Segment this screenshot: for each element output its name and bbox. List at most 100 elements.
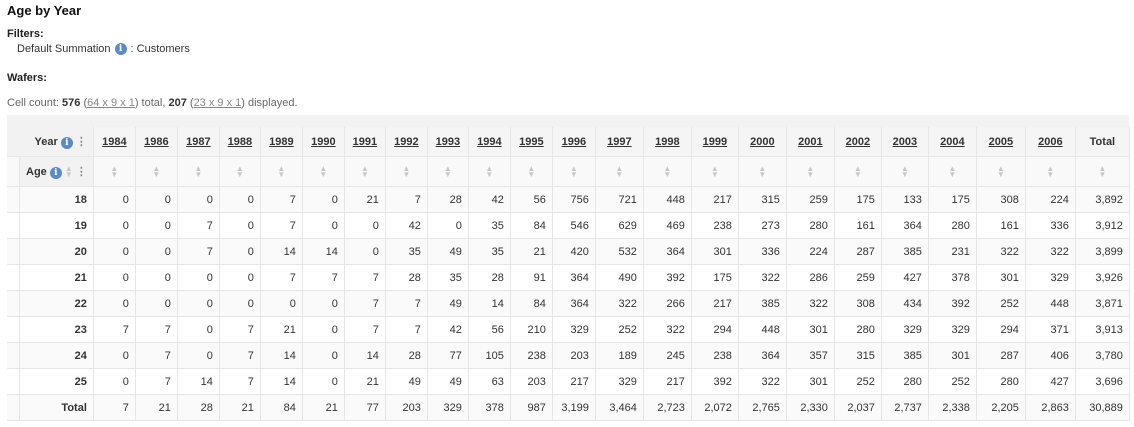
sort-icon[interactable]: ▲ ▼ [615, 163, 624, 179]
year-link[interactable]: 2005 [988, 135, 1014, 148]
sort-icon[interactable]: ▲ ▼ [663, 163, 672, 179]
info-icon[interactable]: i [49, 166, 62, 179]
sort-icon[interactable]: ▲ ▼ [996, 163, 1005, 179]
year-header[interactable]: 2000 [738, 127, 787, 157]
year-link[interactable]: 1998 [655, 135, 680, 148]
year-link[interactable]: 2004 [940, 135, 965, 148]
sort-button[interactable]: ▲ ▼ [177, 156, 220, 187]
year-link[interactable]: 2006 [1038, 135, 1063, 148]
year-link[interactable]: 1987 [186, 135, 211, 148]
table-cell: 294 [976, 316, 1026, 343]
sort-icon[interactable]: ▲ ▼ [443, 163, 452, 179]
sort-button[interactable]: ▲ ▼ [691, 156, 739, 187]
year-link[interactable]: 2003 [892, 135, 918, 148]
year-link[interactable]: 1992 [394, 135, 419, 148]
sort-button[interactable]: ▲ ▼ [643, 156, 692, 187]
sort-button[interactable]: ▲ ▼ [1075, 156, 1130, 187]
sort-icon[interactable]: ▲ ▼ [900, 163, 909, 179]
sort-icon[interactable]: ▲ ▼ [277, 163, 286, 179]
sort-button[interactable]: ▲ ▼ [552, 156, 596, 187]
year-header[interactable]: 2004 [928, 127, 977, 157]
sort-icon[interactable]: ▲ ▼ [152, 163, 161, 179]
year-link[interactable]: 2002 [845, 135, 871, 148]
year-header[interactable]: 1998 [643, 127, 692, 157]
sort-button[interactable]: ▲ ▼ [834, 156, 882, 187]
sort-button[interactable]: ▲ ▼ [738, 156, 787, 187]
sort-icon[interactable]: ▲ ▼ [710, 163, 719, 179]
year-link[interactable]: 1984 [102, 135, 127, 148]
year-header[interactable]: 1988 [219, 127, 261, 157]
sort-icon[interactable]: ▲ ▼ [485, 163, 494, 179]
year-header[interactable]: 1991 [344, 127, 386, 157]
sort-icon[interactable]: ▲ ▼ [569, 163, 578, 179]
year-header[interactable]: 1994 [468, 127, 511, 157]
year-link[interactable]: 1994 [477, 135, 502, 148]
sort-icon[interactable]: ▲ ▼ [948, 163, 957, 179]
sort-button[interactable]: ▲ ▼ [595, 156, 644, 187]
year-link[interactable]: 1986 [144, 135, 169, 148]
year-header[interactable]: 1989 [260, 127, 303, 157]
sort-button[interactable]: ▲ ▼ [260, 156, 303, 187]
sort-button[interactable]: ▲ ▼ [881, 156, 929, 187]
info-icon[interactable]: i [60, 136, 73, 149]
year-header[interactable]: 1986 [135, 127, 178, 157]
year-header[interactable]: 1987 [177, 127, 220, 157]
year-link[interactable]: 1997 [607, 135, 632, 148]
sort-button[interactable]: ▲ ▼ [427, 156, 469, 187]
sort-button[interactable]: ▲ ▼ [928, 156, 977, 187]
more-options-icon[interactable]: ⋮ [75, 165, 87, 178]
sort-icon[interactable]: ▲ ▼ [853, 163, 862, 179]
sort-icon[interactable]: ▲ ▼ [1046, 163, 1055, 179]
year-link[interactable]: 1999 [702, 135, 728, 148]
sort-icon[interactable]: ▲ ▼ [806, 163, 815, 179]
year-header[interactable]: 1990 [302, 127, 345, 157]
year-link[interactable]: 1988 [227, 135, 253, 148]
year-link[interactable]: 1993 [435, 135, 461, 148]
year-header[interactable]: 1999 [691, 127, 739, 157]
year-header[interactable]: 1997 [595, 127, 644, 157]
sort-button[interactable]: ▲ ▼ [385, 156, 428, 187]
sort-icon[interactable]: ▲ ▼ [235, 163, 244, 179]
year-header[interactable]: 2005 [976, 127, 1026, 157]
year-header[interactable]: 2001 [786, 127, 835, 157]
year-header[interactable]: 2006 [1025, 127, 1076, 157]
sort-icon[interactable]: ▲ ▼ [360, 163, 369, 179]
year-link[interactable]: 1991 [352, 135, 378, 148]
info-icon[interactable]: i [114, 43, 127, 55]
more-options-icon[interactable]: ⋮ [75, 135, 87, 148]
sort-icon[interactable]: ▲ ▼ [319, 163, 328, 179]
sort-icon[interactable]: ▲ ▼ [402, 163, 411, 179]
sort-button[interactable]: ▲ ▼ [1025, 156, 1076, 187]
sort-icon[interactable]: ▲ ▼ [110, 163, 119, 179]
year-header[interactable]: 1995 [510, 127, 553, 157]
sort-button[interactable]: ▲ ▼ [344, 156, 386, 187]
year-header[interactable]: 1996 [552, 127, 596, 157]
sort-button[interactable]: ▲ ▼ [510, 156, 553, 187]
year-link[interactable]: 1995 [519, 135, 544, 148]
sort-icon[interactable]: ▲ ▼ [527, 163, 536, 179]
year-header[interactable]: 1993 [427, 127, 469, 157]
year-link[interactable]: 1996 [561, 135, 587, 148]
year-link[interactable]: 2000 [750, 135, 775, 148]
year-link[interactable]: 1990 [311, 135, 336, 148]
year-link[interactable]: 1989 [269, 135, 294, 148]
year-header[interactable]: 2003 [881, 127, 929, 157]
sort-button[interactable]: ▲ ▼ [786, 156, 835, 187]
sort-button[interactable]: ▲ ▼ [135, 156, 178, 187]
sort-icon[interactable]: ▲ ▼ [758, 163, 767, 179]
year-link[interactable]: 2001 [798, 135, 823, 148]
sort-button[interactable]: ▲ ▼ [219, 156, 261, 187]
year-header[interactable]: 1992 [385, 127, 428, 157]
year-header[interactable]: 1984 [93, 127, 136, 157]
sort-icon[interactable]: ▲ ▼ [1098, 163, 1107, 179]
sort-button[interactable]: ▲ ▼ [468, 156, 511, 187]
sort-button[interactable]: ▲ ▼ [976, 156, 1026, 187]
sort-icon[interactable]: ▲ ▼ [64, 163, 73, 179]
sort-icon[interactable]: ▲ ▼ [194, 163, 203, 179]
displayed-dims-link[interactable]: 23 x 9 x 1 [193, 97, 242, 109]
year-header[interactable]: 2002 [834, 127, 882, 157]
filter-name: Default Summation [17, 43, 111, 55]
total-dims-link[interactable]: 64 x 9 x 1 [87, 97, 135, 109]
sort-button[interactable]: ▲ ▼ [302, 156, 345, 187]
sort-button[interactable]: ▲ ▼ [93, 156, 136, 187]
